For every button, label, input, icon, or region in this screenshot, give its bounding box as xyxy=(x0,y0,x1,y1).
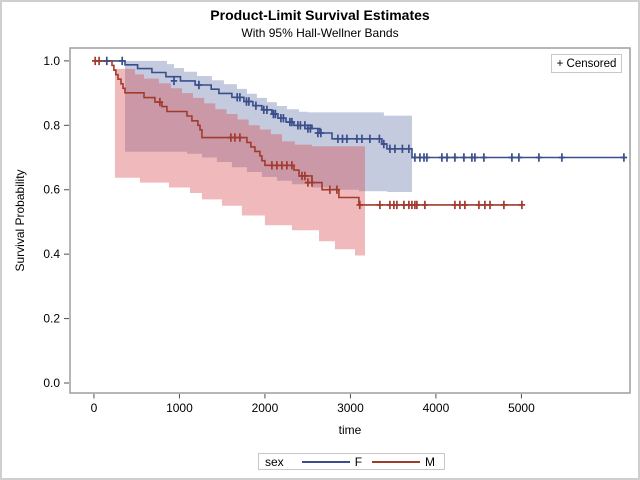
censored-legend: + Censored xyxy=(551,54,622,73)
chart-subtitle: With 95% Hall-Wellner Bands xyxy=(241,26,399,40)
svg-text:0.8: 0.8 xyxy=(43,118,60,132)
plot-area xyxy=(70,48,630,393)
legend-swatch-M xyxy=(372,460,421,463)
y-axis-tick-labels: 0.0 0.2 0.4 0.6 0.8 1.0 xyxy=(43,54,60,390)
survival-curve-M xyxy=(93,60,522,206)
x-axis-label: time xyxy=(339,423,362,437)
confidence-band-F xyxy=(125,60,412,193)
svg-text:0.4: 0.4 xyxy=(43,247,60,261)
censor-marks-F xyxy=(103,56,628,162)
svg-text:0.6: 0.6 xyxy=(43,183,60,197)
y-axis-label: Survival Probability xyxy=(13,169,27,271)
svg-text:0: 0 xyxy=(91,401,98,415)
svg-text:2000: 2000 xyxy=(252,401,279,415)
svg-text:0.2: 0.2 xyxy=(43,312,60,326)
legend: sex F M xyxy=(258,453,445,470)
x-axis-tick-labels: 0 1000 2000 3000 4000 5000 xyxy=(91,401,535,415)
chart-title: Product-Limit Survival Estimates xyxy=(210,7,430,23)
x-axis-ticks xyxy=(93,394,522,399)
svg-text:0.0: 0.0 xyxy=(43,376,60,390)
censor-marks-M xyxy=(92,56,526,210)
svg-text:1000: 1000 xyxy=(166,401,193,415)
legend-label-F: F xyxy=(354,454,363,469)
svg-text:5000: 5000 xyxy=(508,401,535,415)
legend-label-M: M xyxy=(425,454,436,469)
svg-text:4000: 4000 xyxy=(423,401,450,415)
y-axis-ticks xyxy=(64,60,69,384)
censored-legend-label: + Censored xyxy=(556,57,617,70)
svg-text:1.0: 1.0 xyxy=(43,54,60,68)
plot-frame xyxy=(69,47,631,394)
legend-title: sex xyxy=(265,454,284,469)
legend-swatch-F xyxy=(301,460,350,463)
confidence-band-M xyxy=(114,68,366,256)
svg-text:3000: 3000 xyxy=(337,401,364,415)
